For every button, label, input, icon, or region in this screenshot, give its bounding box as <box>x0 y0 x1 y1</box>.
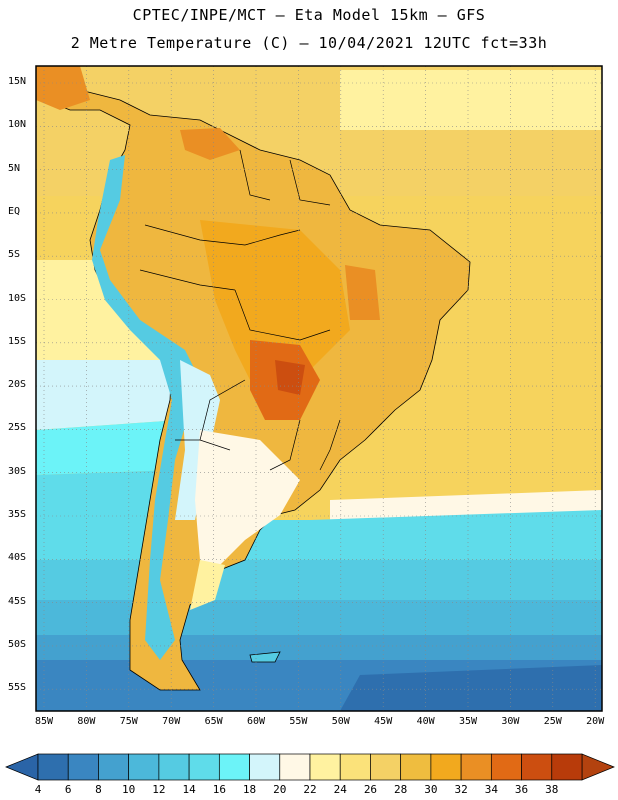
lat-label: 40S <box>8 552 27 564</box>
andes-cold-strip <box>92 155 200 660</box>
lat-label: 20S <box>8 379 27 391</box>
colorbar-swatch <box>460 753 492 781</box>
colorbar-label: 16 <box>212 783 226 796</box>
lat-label: 5N <box>8 162 21 174</box>
lon-label: 55W <box>289 716 308 727</box>
lat-label: 25S <box>8 422 27 434</box>
southern-cone-mild <box>195 430 300 570</box>
lon-label: 20W <box>586 716 605 727</box>
colorbar-swatch <box>128 753 160 781</box>
falkland-islands <box>249 651 281 663</box>
lat-label: 5S <box>8 249 21 261</box>
ocean-band-16 <box>36 420 180 475</box>
lat-label: 50S <box>8 638 27 650</box>
colorbar-label: 6 <box>64 783 72 796</box>
lat-label: 10N <box>8 119 27 131</box>
lon-label: 40W <box>416 716 435 727</box>
colorbar-low-arrow <box>5 753 39 781</box>
lat-label: 45S <box>8 595 27 607</box>
colorbar-label: 22 <box>303 783 317 796</box>
lon-label: 45W <box>374 716 393 727</box>
lat-label: EQ <box>8 205 21 217</box>
colorbar-swatch <box>490 753 522 781</box>
venezuela-hot-spot <box>180 128 240 160</box>
colorbar-label: 36 <box>514 783 529 796</box>
lon-label: 30W <box>501 716 520 727</box>
map-frame <box>35 65 603 712</box>
northeast-hot-spot <box>345 265 380 320</box>
lon-label: 25W <box>543 716 562 727</box>
lat-label: 35S <box>8 509 27 520</box>
colorbar-swatch <box>279 753 311 781</box>
colorbar-label: 28 <box>394 783 408 796</box>
colorbar-swatch <box>370 753 402 781</box>
colorbar-swatch <box>188 753 220 781</box>
ocean-band-8 <box>36 635 602 660</box>
colorbar-swatch <box>37 753 69 781</box>
colorbar-label: 38 <box>545 783 559 796</box>
hottest-spot <box>275 360 305 395</box>
lat-label: 15S <box>8 335 27 347</box>
colorbar-swatch <box>339 753 371 781</box>
lon-label: 65W <box>204 716 223 727</box>
colorbar-label: 20 <box>273 783 287 796</box>
lat-label: 55S <box>8 682 27 694</box>
ocean-band-10 <box>36 600 602 635</box>
colorbar-swatch <box>430 753 462 781</box>
colorbar-swatch <box>249 753 281 781</box>
colorbar-swatch <box>551 753 583 781</box>
colorbar-swatch <box>67 753 99 781</box>
ocean-band-12 <box>36 560 602 600</box>
colorbar-label: 10 <box>122 783 136 796</box>
colorbar-label: 4 <box>34 783 42 796</box>
colorbar-swatch <box>98 753 130 781</box>
colorbar-label: 24 <box>333 783 347 796</box>
chart-title-line-2: 2 Metre Temperature (C) – 10/04/2021 12U… <box>70 34 548 52</box>
colorbar-swatch <box>400 753 432 781</box>
lon-label: 70W <box>162 716 181 727</box>
patagonia-mild <box>190 560 225 610</box>
lon-label: 50W <box>331 716 350 727</box>
central-america-land <box>36 66 90 110</box>
colorbar-label: 26 <box>363 783 378 796</box>
map-field <box>36 66 602 711</box>
ocean-band-4 <box>340 665 602 711</box>
lon-label: 80W <box>77 716 96 727</box>
country-borders <box>139 149 341 471</box>
lat-label: 15N <box>8 76 27 87</box>
colorbar-swatch <box>309 753 341 781</box>
interior-warm-area <box>200 220 350 390</box>
lon-label: 75W <box>119 716 138 727</box>
colorbar-swatch <box>158 753 190 781</box>
ocean-pacific-cool <box>36 360 180 430</box>
colorbar <box>5 753 615 781</box>
colorbar-high-arrow <box>581 753 615 781</box>
colorbar-label: 34 <box>484 783 498 796</box>
lat-label: 30S <box>8 465 27 477</box>
colorbar-label: 18 <box>242 783 257 796</box>
lon-label: 60W <box>246 716 266 727</box>
colorbar-label: 30 <box>424 783 438 796</box>
colorbar-label: 8 <box>95 783 102 796</box>
ocean-north-cool-patch <box>340 70 602 130</box>
colorbar-label: 12 <box>152 783 166 796</box>
colorbar-label: 14 <box>182 783 196 796</box>
colorbar-swatch <box>521 753 553 781</box>
lon-label: 85W <box>34 716 54 727</box>
lon-label: 35W <box>458 716 478 727</box>
chart-title-line-1: CPTEC/INPE/MCT – Eta Model 15km – GFS <box>132 6 486 24</box>
colorbar-swatch <box>218 753 250 781</box>
lat-label: 10S <box>8 292 27 304</box>
colorbar-label: 32 <box>454 783 468 796</box>
